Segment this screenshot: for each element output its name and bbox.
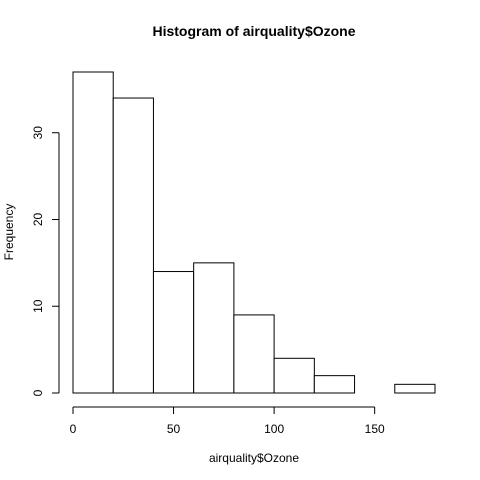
y-tick-label: 0: [31, 389, 45, 396]
histogram-bars: [72, 71, 436, 394]
x-axis: 0 50 100 150: [70, 406, 385, 436]
y-tick-label: 20: [31, 212, 45, 226]
histogram-bar-0: [72, 71, 114, 394]
histogram-bar-5: [273, 357, 315, 394]
x-tick-label: 150: [365, 422, 385, 436]
histogram-bar-2: [152, 271, 195, 394]
chart-title: Histogram of airquality$Ozone: [152, 23, 355, 39]
histogram-bar-1: [112, 97, 154, 394]
x-tick-label: 100: [264, 422, 284, 436]
y-axis-label: Frequency: [2, 204, 16, 261]
histogram-bar-3: [193, 262, 235, 394]
histogram-bar-4: [233, 314, 275, 394]
histogram-bar-8: [394, 383, 436, 394]
x-tick-label: 0: [70, 422, 77, 436]
histogram-bar-6: [313, 375, 356, 394]
y-axis: 0 10 20 30: [31, 126, 60, 396]
y-tick-label: 30: [31, 126, 45, 140]
x-axis-label: airquality$Ozone: [209, 451, 299, 465]
x-tick-label: 50: [167, 422, 181, 436]
y-tick-label: 10: [31, 299, 45, 313]
